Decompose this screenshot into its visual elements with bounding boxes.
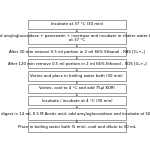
Text: Vortex and place in boiling water bath (30 min): Vortex and place in boiling water bath (… <box>30 74 123 78</box>
FancyBboxPatch shape <box>28 84 126 93</box>
FancyBboxPatch shape <box>28 108 126 120</box>
Text: Vortex, cool to 4 °C and add 75μl KORI: Vortex, cool to 4 °C and add 75μl KORI <box>39 86 115 90</box>
FancyBboxPatch shape <box>28 122 126 132</box>
Text: After 120 min remove 0.5 ml portion in 2 ml 66% Ethanol - SDS [G₁+₂]: After 120 min remove 0.5 ml portion in 2… <box>8 62 146 66</box>
Text: Incubate / incubate at 4 °C (30 min): Incubate / incubate at 4 °C (30 min) <box>42 99 112 103</box>
FancyBboxPatch shape <box>28 96 126 105</box>
FancyBboxPatch shape <box>28 32 126 44</box>
FancyBboxPatch shape <box>28 59 126 69</box>
Text: Take 1 mL, digest in 14 mL 0.5 M Acetic acid, add amyloglucosidase and incubate : Take 1 mL, digest in 14 mL 0.5 M Acetic … <box>0 112 150 116</box>
Text: Place in boiling water bath (5 min), cool and dilute to 50 mL: Place in boiling water bath (5 min), coo… <box>18 125 136 129</box>
Text: Add amyloglucosidase + pancreatin + invertase and incubate in shaker water bath
: Add amyloglucosidase + pancreatin + inve… <box>0 34 150 42</box>
FancyBboxPatch shape <box>28 47 126 56</box>
Text: After 30 min remove 0.5 ml portion in 2 ml 66% Ethanol - RAS [G₁+₂]: After 30 min remove 0.5 ml portion in 2 … <box>9 50 145 54</box>
Text: Incubate at 37 °C (30 min): Incubate at 37 °C (30 min) <box>51 22 103 26</box>
FancyBboxPatch shape <box>28 71 126 81</box>
FancyBboxPatch shape <box>28 20 126 29</box>
